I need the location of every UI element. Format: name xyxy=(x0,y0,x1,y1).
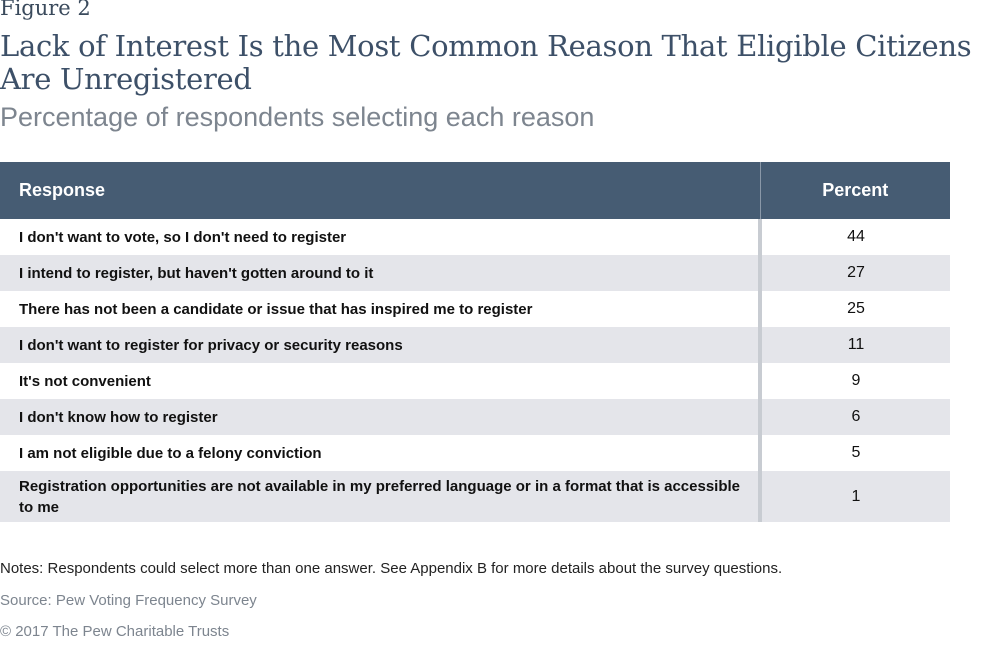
header-row: Response Percent xyxy=(0,162,950,219)
percent-cell: 44 xyxy=(758,219,950,255)
table-row: I am not eligible due to a felony convic… xyxy=(0,435,950,471)
response-cell: It's not convenient xyxy=(19,372,151,390)
response-cell: I don't know how to register xyxy=(0,399,760,435)
percent-cell: 25 xyxy=(758,291,950,327)
table-row: There has not been a candidate or issue … xyxy=(0,291,950,327)
response-cell: There has not been a candidate or issue … xyxy=(19,300,533,318)
figure-label: Figure 2 xyxy=(0,0,91,20)
column-header-percent: Percent xyxy=(759,162,950,219)
table-row: I don't want to vote, so I don't need to… xyxy=(0,219,950,255)
copyright-text: © 2017 The Pew Charitable Trusts xyxy=(0,623,230,640)
response-cell: I am not eligible due to a felony convic… xyxy=(19,444,322,462)
chart-subtitle: Percentage of respondents selecting each… xyxy=(0,102,595,132)
data-table: Response Percent I don't want to vote, s… xyxy=(0,162,950,522)
column-header-response: Response xyxy=(0,162,760,219)
table-row: I don't know how to register 6 xyxy=(0,399,950,435)
table-row: Registration opportunities are not avail… xyxy=(0,471,950,522)
table-header: Response Percent xyxy=(0,162,950,219)
table-row: I intend to register, but haven't gotten… xyxy=(0,255,950,291)
source-text: Source: Pew Voting Frequency Survey xyxy=(0,592,257,609)
notes-text: Notes: Respondents could select more tha… xyxy=(0,560,783,577)
percent-cell: 5 xyxy=(758,435,950,471)
table-body: I don't want to vote, so I don't need to… xyxy=(0,219,950,522)
response-cell: I don't want to register for privacy or … xyxy=(0,327,760,363)
percent-cell: 6 xyxy=(758,399,950,435)
percent-cell: 1 xyxy=(758,471,950,522)
table-row: I don't want to register for privacy or … xyxy=(0,327,950,363)
percent-cell: 9 xyxy=(758,363,950,399)
response-cell: I don't want to vote, so I don't need to… xyxy=(19,228,347,246)
percent-cell: 27 xyxy=(758,255,950,291)
chart-title: Lack of Interest Is the Most Common Reas… xyxy=(0,29,972,96)
response-cell: Registration opportunities are not avail… xyxy=(0,471,760,522)
percent-cell: 11 xyxy=(758,327,950,363)
response-cell: I intend to register, but haven't gotten… xyxy=(0,255,760,291)
table-row: It's not convenient 9 xyxy=(0,363,950,399)
